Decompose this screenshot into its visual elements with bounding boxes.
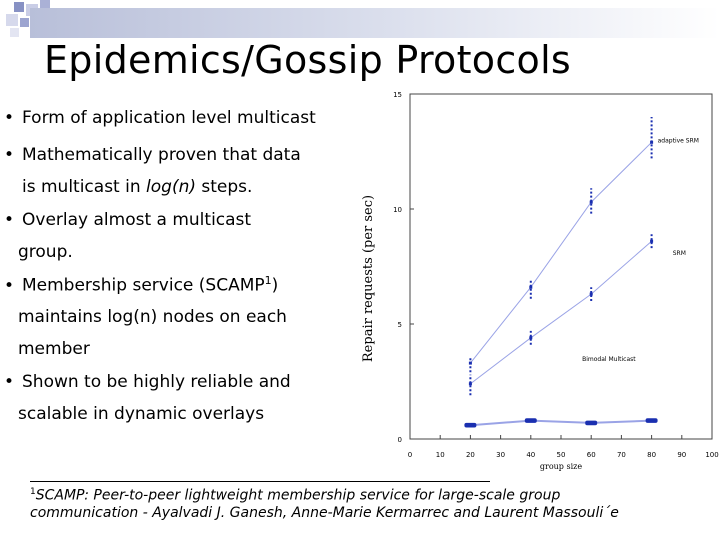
data-point	[585, 420, 598, 426]
x-tick-label: 40	[526, 451, 535, 459]
data-point	[589, 292, 593, 296]
footnote-line-2: communication - Ayalvadi J. Ganesh, Anne…	[30, 504, 619, 521]
series-label: Bimodal Multicast	[582, 356, 636, 363]
bullet-item: • Shown to be highly reliable and	[4, 372, 291, 392]
bullet-text: steps.	[196, 177, 253, 197]
footnote-line-1: 1SCAMP: Peer-to-peer lightweight members…	[30, 484, 619, 505]
repair-requests-chart: 0 10 20 30 40 50 60 70 80 90 100 0 5 10 15 group size Re…	[350, 82, 720, 477]
series-label: adaptive SRM	[658, 137, 699, 144]
bullet-dot-icon: •	[4, 372, 15, 392]
bullet-text: Membership service (SCAMP	[22, 275, 265, 296]
bullet-text: Overlay almost a multicast	[22, 210, 252, 230]
data-point	[464, 422, 477, 428]
footnote-marker: 1	[264, 274, 272, 287]
x-tick-label: 70	[617, 451, 626, 459]
bullet-text: is multicast in	[22, 177, 147, 197]
data-point	[529, 285, 533, 289]
bullet-text: )	[271, 275, 279, 296]
series-line	[470, 141, 652, 364]
bullet-text: Form of application level multicast	[22, 108, 316, 128]
bullet-text: maintains log(n) nodes on each	[18, 307, 287, 327]
bullet-continuation: is multicast in log(n) steps.	[22, 177, 252, 197]
bullet-item: • Mathematically proven that data	[4, 145, 301, 165]
footnote-rule	[30, 481, 490, 482]
bullet-text: scalable in dynamic overlays	[18, 404, 265, 424]
data-point	[468, 361, 472, 365]
bullet-continuation: maintains log(n) nodes on each	[18, 307, 287, 327]
data-point	[650, 239, 654, 243]
bullet-item: • Overlay almost a multicast	[4, 210, 251, 230]
series-line	[470, 419, 652, 427]
data-point	[650, 140, 654, 144]
bullet-text: Mathematically proven that data	[22, 145, 301, 165]
series-line	[470, 240, 652, 385]
x-tick-label: 60	[587, 451, 596, 459]
footnote: 1SCAMP: Peer-to-peer lightweight members…	[30, 484, 619, 522]
bullet-dot-icon: •	[4, 108, 15, 128]
bullet-text-italic: log(n)	[146, 177, 196, 197]
bullet-dot-icon: •	[4, 145, 15, 165]
y-tick-label: 0	[398, 436, 402, 444]
data-point	[645, 418, 658, 423]
x-tick-label: 80	[647, 451, 656, 459]
footnote-text: SCAMP: Peer-to-peer lightweight membersh…	[35, 487, 561, 504]
bullet-item: • Form of application level multicast	[4, 108, 316, 128]
data-point	[529, 336, 533, 340]
plot-frame	[409, 93, 713, 440]
x-tick-label: 90	[677, 451, 686, 459]
bullet-text: member	[18, 339, 90, 359]
x-tick-label: 20	[466, 451, 475, 459]
data-point	[468, 382, 472, 386]
bullet-continuation: member	[18, 339, 90, 359]
bullet-dot-icon: •	[4, 275, 15, 296]
x-tick-label: 100	[705, 451, 718, 459]
data-point	[524, 418, 537, 423]
corner-decoration	[0, 0, 60, 40]
bullet-continuation: scalable in dynamic overlays	[18, 404, 264, 424]
bullet-text: Shown to be highly reliable and	[22, 372, 291, 392]
bullet-continuation: group.	[18, 242, 73, 262]
bullet-text: group.	[18, 242, 73, 262]
bullet-item: • Membership service (SCAMP1)	[4, 274, 278, 296]
slide-title: Epidemics/Gossip Protocols	[44, 38, 572, 82]
bullet-dot-icon: •	[4, 210, 15, 230]
x-tick-label: 50	[557, 451, 566, 459]
y-axis-label: Repair requests (per sec)	[361, 195, 376, 362]
footnote-marker: 1	[30, 487, 36, 497]
chart-svg: 0 10 20 30 40 50 60 70 80 90 100 0 5 10 15 group size Re…	[361, 91, 719, 471]
x-tick-label: 30	[496, 451, 505, 459]
y-tick-label: 10	[393, 206, 402, 214]
x-axis-label: group size	[540, 462, 582, 471]
x-tick-label: 0	[408, 451, 412, 459]
y-tick-label: 15	[393, 91, 402, 99]
data-point	[589, 200, 593, 204]
title-bar	[30, 8, 720, 38]
y-tick-label: 5	[398, 321, 402, 329]
x-tick-label: 10	[436, 451, 445, 459]
series-label: SRM	[673, 250, 686, 257]
